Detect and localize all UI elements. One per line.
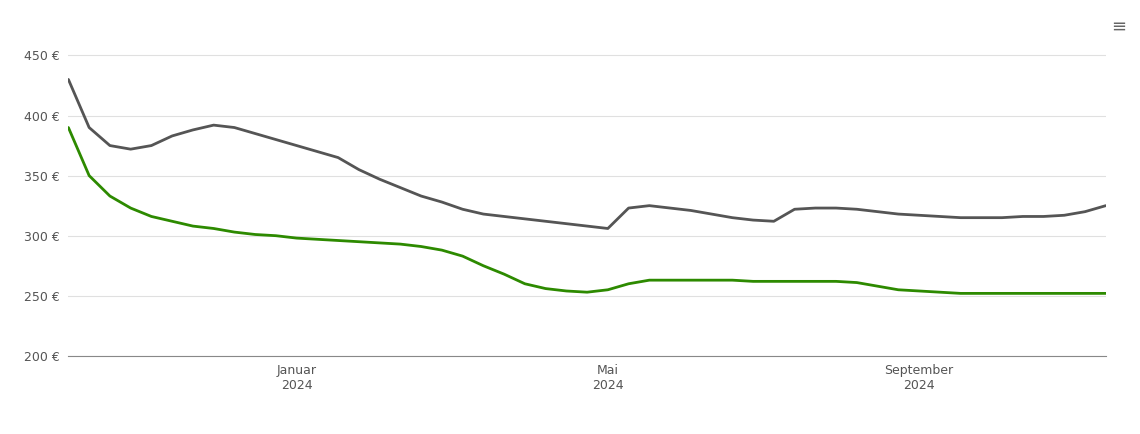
Line: lose Ware: lose Ware [68, 128, 1106, 293]
lose Ware [1099, 291, 1113, 296]
lose Ware [393, 241, 407, 247]
lose Ware [1078, 291, 1092, 296]
Sackware [829, 205, 842, 210]
Sackware [373, 177, 386, 182]
Line: Sackware: Sackware [68, 79, 1106, 228]
Sackware [767, 219, 781, 224]
Sackware [1078, 209, 1092, 214]
lose Ware [62, 125, 75, 130]
Sackware [601, 226, 614, 231]
lose Ware [954, 291, 968, 296]
lose Ware [808, 279, 822, 284]
Text: ≡: ≡ [1112, 17, 1126, 35]
lose Ware [373, 240, 386, 246]
Sackware [62, 77, 75, 82]
Sackware [290, 143, 303, 148]
Sackware [1099, 203, 1113, 208]
Sackware [393, 185, 407, 190]
lose Ware [290, 236, 303, 241]
lose Ware [747, 279, 760, 284]
